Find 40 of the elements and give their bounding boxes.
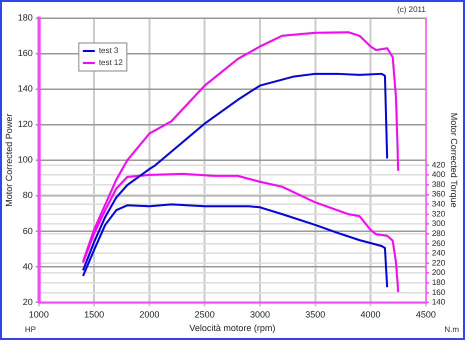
x-tick-label: 2000 <box>139 309 160 320</box>
y-tick-label: 160 <box>18 48 33 58</box>
y2-tick-label: 340 <box>432 200 446 209</box>
text: N.m <box>444 325 460 334</box>
y2-tick-label: 420 <box>432 160 446 170</box>
y2-tick-label: 140 <box>432 298 446 307</box>
x-tick-label: 3000 <box>250 309 270 320</box>
text: (c) 2011 <box>397 5 426 14</box>
y-tick-label: 20 <box>22 296 33 307</box>
x-tick-label: 4500 <box>416 309 436 320</box>
y-tick-label: 100 <box>18 154 33 165</box>
y-tick-label: 180 <box>18 12 33 22</box>
x-tick-label: 2500 <box>194 309 215 320</box>
text: HP <box>24 325 36 334</box>
y-tick-label: 80 <box>22 190 33 200</box>
y2-tick-label: 260 <box>432 238 446 248</box>
x-axis-title: Velocità motore (rpm) <box>189 323 276 334</box>
y2-tick-label: 280 <box>432 228 446 238</box>
y2-axis-title: Motor Corrected Torque <box>449 112 460 208</box>
y2-tick-label: 300 <box>432 219 446 228</box>
y2-tick-label: 160 <box>432 288 446 297</box>
y2-tick-label: 240 <box>432 248 446 258</box>
x-tick-label: 3500 <box>305 309 326 320</box>
x-tick-label: 1500 <box>84 309 104 320</box>
y-tick-label: 60 <box>22 226 33 236</box>
y2-tick-label: 200 <box>432 268 446 278</box>
y2-tick-label: 400 <box>432 170 446 180</box>
x-tick-label: 1000 <box>28 309 49 320</box>
y2-tick-label: 220 <box>432 258 446 268</box>
y-axis-title: Motor Corrected Power <box>4 114 14 207</box>
y-tick-label: 40 <box>22 261 33 272</box>
x-tick-label: 4000 <box>360 309 381 320</box>
y2-tick-label: 380 <box>432 180 446 189</box>
y-tick-label: 120 <box>18 119 33 130</box>
legend-label: test 12 <box>98 58 124 68</box>
y2-tick-label: 320 <box>432 209 446 218</box>
y2-tick-label: 360 <box>432 190 446 199</box>
y2-tick-label: 180 <box>432 278 446 287</box>
legend-label: test 3 <box>98 46 119 56</box>
y-tick-label: 140 <box>18 84 33 94</box>
